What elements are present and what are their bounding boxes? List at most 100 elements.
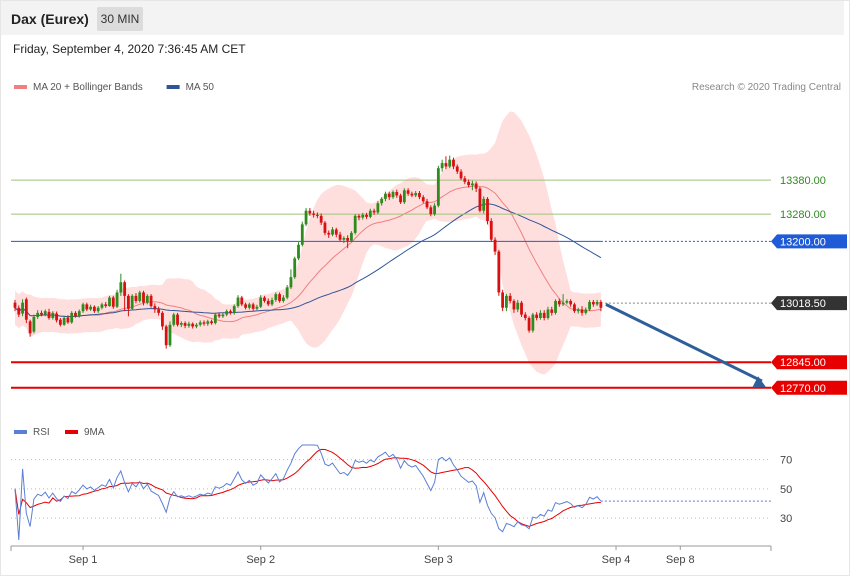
candle-body <box>108 297 111 307</box>
candle-body <box>399 195 402 203</box>
ma20-line <box>14 185 601 323</box>
candle-body <box>414 193 418 196</box>
candle-body <box>395 192 399 196</box>
candle-body <box>85 304 89 310</box>
x-tick-label: Sep 4 <box>602 554 631 566</box>
candle-body <box>539 312 542 318</box>
candle-body <box>40 312 43 315</box>
candle-body <box>92 306 96 312</box>
candle-body <box>161 312 164 327</box>
candle-body <box>402 190 406 203</box>
candle-body <box>384 193 387 199</box>
rsi-tick-label: 70 <box>780 455 792 467</box>
candle-body <box>319 215 323 223</box>
candle-body <box>478 188 482 211</box>
candle-body <box>96 307 100 312</box>
candle-body <box>81 304 85 312</box>
interval-button[interactable]: 30 MIN <box>97 7 143 31</box>
candle-body <box>32 316 36 332</box>
candle-body <box>187 323 191 326</box>
candle-body <box>316 214 319 216</box>
rsi-legend-swatch <box>14 430 27 434</box>
candle-body <box>444 163 448 167</box>
candle-body <box>213 314 217 324</box>
candle-body <box>357 215 361 218</box>
candle-body <box>36 312 40 317</box>
candle-body <box>573 304 576 312</box>
candle-body <box>561 302 565 305</box>
candle-body <box>591 301 595 305</box>
rsi-tick-label: 30 <box>780 513 792 525</box>
candle-body <box>247 304 251 308</box>
forecast-arrow-head <box>752 376 766 388</box>
candle-body <box>300 224 304 245</box>
candle-body <box>202 322 206 324</box>
instrument-title: Dax (Eurex) <box>11 11 89 27</box>
candle-body <box>327 232 331 235</box>
candle-body <box>66 317 70 323</box>
candle-body <box>263 297 266 301</box>
candle-body <box>531 314 535 331</box>
candle-body <box>17 307 21 315</box>
x-tick-label: Sep 1 <box>69 554 98 566</box>
candle-body <box>225 311 229 315</box>
candle-body <box>482 198 486 211</box>
candle-body <box>24 299 28 320</box>
candle-body <box>130 295 134 309</box>
candle-body <box>338 234 342 240</box>
price-tag-support <box>771 355 847 370</box>
header-bar: Dax (Eurex) 30 MIN <box>1 1 844 35</box>
candle-body <box>331 229 334 235</box>
candle-body <box>486 198 489 221</box>
price-tag-label: 13018.50 <box>780 298 826 310</box>
candle-body <box>421 197 425 202</box>
candle-body <box>285 287 289 298</box>
rsi-line <box>14 444 602 541</box>
candle-body <box>380 198 384 204</box>
candle-body <box>350 232 353 241</box>
rsi-tick-label: 50 <box>780 484 792 496</box>
candle-body <box>505 295 508 308</box>
candle-body <box>467 181 470 186</box>
candle-body <box>191 323 195 327</box>
candle-body <box>308 210 312 214</box>
candle-body <box>236 297 240 307</box>
candle-body <box>259 297 263 307</box>
candle-body <box>77 311 81 317</box>
candle-body <box>361 214 365 218</box>
candle-body <box>474 183 478 189</box>
candle-body <box>289 277 293 288</box>
candle-body <box>251 304 255 309</box>
candle-body <box>270 299 274 305</box>
candle-body <box>157 309 161 313</box>
legend-label: MA 50 <box>186 82 215 93</box>
candle-body <box>463 178 467 182</box>
rsi-legend-label: 9MA <box>84 427 105 438</box>
candle-body <box>28 321 32 334</box>
rsi-legend-label: RSI <box>33 427 50 438</box>
candle-body <box>523 314 527 318</box>
candle-body <box>198 322 202 325</box>
candle-body <box>168 324 172 346</box>
candle-body <box>172 314 176 325</box>
bollinger-band <box>15 111 601 375</box>
candle-body <box>535 314 539 318</box>
rsi-ma-line <box>14 448 601 527</box>
candle-body <box>145 295 149 303</box>
candle-body <box>342 237 346 240</box>
candle-body <box>206 321 210 324</box>
candle-body <box>13 302 17 308</box>
candle-body <box>595 301 599 305</box>
candle-body <box>21 302 24 314</box>
candle-body <box>89 306 92 310</box>
candle-body <box>406 190 410 194</box>
x-tick-label: Sep 2 <box>246 554 275 566</box>
candle-body <box>569 300 573 305</box>
candle-body <box>281 297 285 301</box>
candle-body <box>62 317 66 325</box>
resistance-label: 13280.00 <box>780 209 826 221</box>
candle-body <box>459 171 463 179</box>
x-tick-label: Sep 3 <box>424 554 453 566</box>
candle-body <box>304 210 308 225</box>
